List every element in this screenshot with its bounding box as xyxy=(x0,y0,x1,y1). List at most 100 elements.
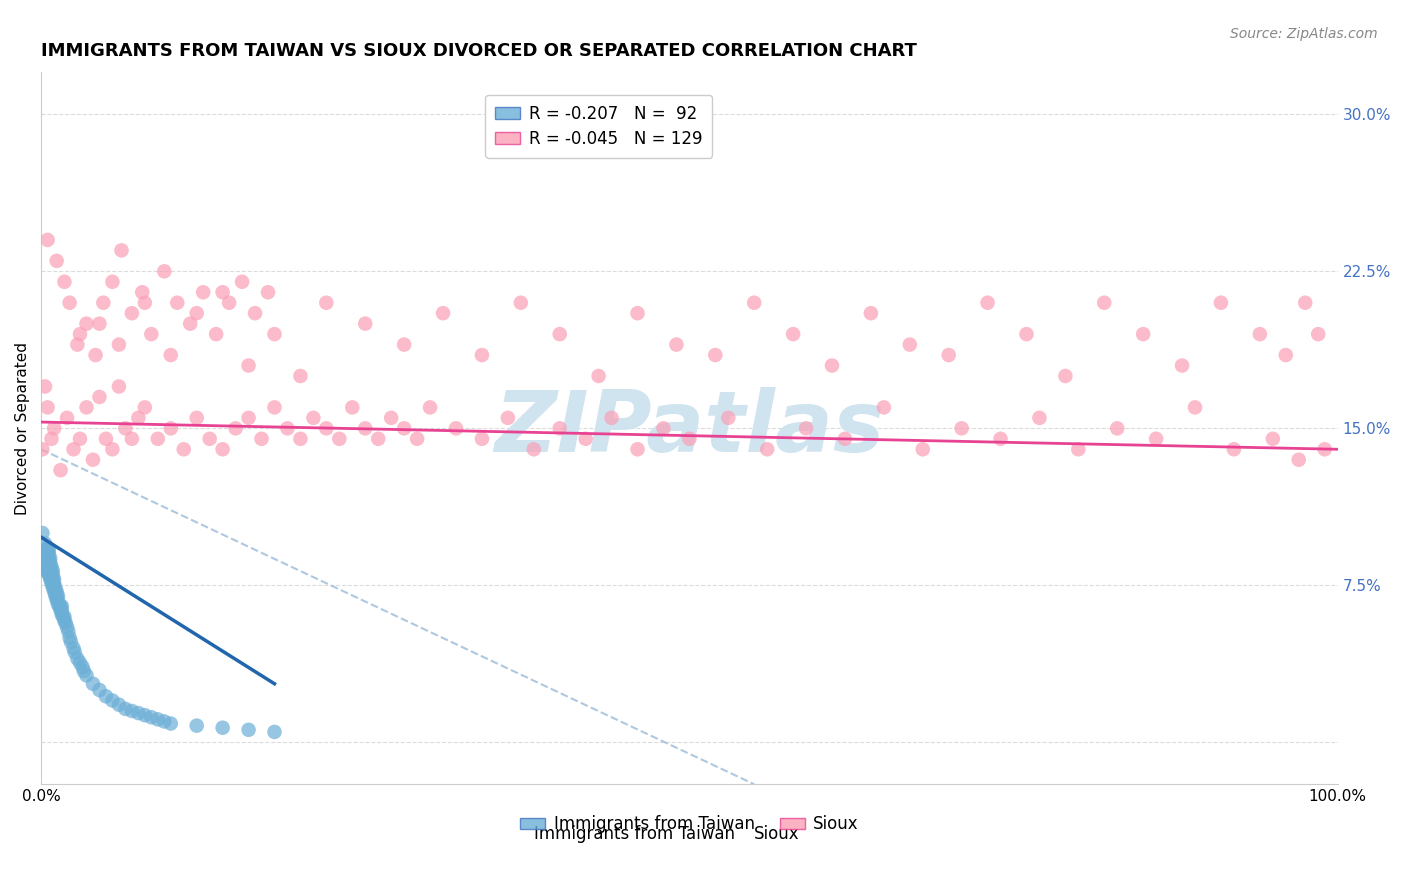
Point xyxy=(976,295,998,310)
Point xyxy=(37,545,59,559)
Point xyxy=(782,327,804,342)
Point xyxy=(153,714,176,729)
Point xyxy=(69,327,91,342)
Point xyxy=(794,421,817,435)
Point xyxy=(198,432,221,446)
Point xyxy=(63,645,86,659)
Point xyxy=(1308,327,1330,342)
Point xyxy=(432,306,454,320)
Point xyxy=(509,295,531,310)
Text: IMMIGRANTS FROM TAIWAN VS SIOUX DIVORCED OR SEPARATED CORRELATION CHART: IMMIGRANTS FROM TAIWAN VS SIOUX DIVORCED… xyxy=(41,42,917,60)
Point xyxy=(263,725,285,739)
Point xyxy=(39,564,62,578)
Point xyxy=(1144,432,1167,446)
Point xyxy=(51,599,73,614)
Point xyxy=(1274,348,1296,362)
Point xyxy=(1223,442,1246,457)
Point xyxy=(859,306,882,320)
Point xyxy=(108,337,131,351)
Point xyxy=(69,432,91,446)
Point xyxy=(159,421,181,435)
Point xyxy=(39,572,62,586)
Point xyxy=(471,432,494,446)
Point xyxy=(62,442,84,457)
Point xyxy=(205,327,228,342)
Point xyxy=(652,421,675,435)
Point xyxy=(35,547,58,561)
Point xyxy=(42,564,65,578)
Point xyxy=(38,567,60,582)
Point xyxy=(134,708,156,723)
Point xyxy=(39,567,62,582)
Point xyxy=(134,401,156,415)
Point xyxy=(496,410,519,425)
Point xyxy=(72,660,94,674)
Point xyxy=(367,432,389,446)
Point xyxy=(873,401,896,415)
Point xyxy=(193,285,215,300)
Point xyxy=(39,555,62,569)
Point xyxy=(37,233,59,247)
Point xyxy=(51,603,73,617)
Point xyxy=(153,264,176,278)
Point xyxy=(717,410,740,425)
Point xyxy=(66,651,89,665)
Point xyxy=(159,348,181,362)
Point xyxy=(328,432,350,446)
Point xyxy=(626,306,648,320)
Text: Sioux: Sioux xyxy=(754,825,800,843)
Point xyxy=(1028,410,1050,425)
Point xyxy=(42,572,65,586)
Point xyxy=(94,432,117,446)
Point xyxy=(742,295,765,310)
Point xyxy=(46,593,69,607)
Point xyxy=(49,463,72,477)
Point xyxy=(1209,295,1232,310)
Point xyxy=(179,317,201,331)
Point xyxy=(159,716,181,731)
Point xyxy=(1261,432,1284,446)
Point xyxy=(42,581,65,595)
Point xyxy=(250,432,273,446)
Point xyxy=(276,421,298,435)
Point xyxy=(471,348,494,362)
Point xyxy=(38,564,60,578)
Point xyxy=(31,526,53,541)
Point xyxy=(39,551,62,566)
Point xyxy=(231,275,253,289)
Point xyxy=(49,603,72,617)
Point xyxy=(225,421,247,435)
Point xyxy=(93,295,115,310)
Point xyxy=(38,555,60,569)
Point xyxy=(146,712,169,726)
Point xyxy=(32,547,55,561)
Point xyxy=(1313,442,1336,457)
Point xyxy=(678,432,700,446)
Point xyxy=(35,558,58,572)
Point xyxy=(238,410,260,425)
Point xyxy=(523,442,546,457)
Point xyxy=(121,306,143,320)
Point xyxy=(315,421,337,435)
Point xyxy=(84,348,107,362)
Point xyxy=(45,253,67,268)
Point xyxy=(146,432,169,446)
Point xyxy=(756,442,779,457)
Point xyxy=(37,559,59,574)
Point xyxy=(186,718,208,732)
Point xyxy=(121,432,143,446)
Point xyxy=(548,327,571,342)
Point xyxy=(39,559,62,574)
Point xyxy=(1067,442,1090,457)
Point xyxy=(42,572,65,586)
Point xyxy=(575,432,598,446)
Point xyxy=(1249,327,1271,342)
Point xyxy=(211,285,233,300)
Point xyxy=(1107,421,1129,435)
Point xyxy=(141,327,163,342)
Point xyxy=(548,421,571,435)
Point xyxy=(42,581,65,595)
Point xyxy=(342,401,364,415)
Point xyxy=(950,421,973,435)
Point xyxy=(42,421,65,435)
